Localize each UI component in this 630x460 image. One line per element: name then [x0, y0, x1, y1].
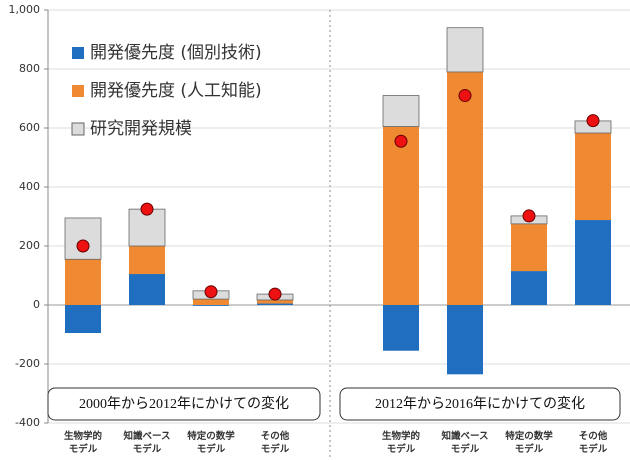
group-label-box [339, 387, 621, 421]
total-marker [522, 209, 536, 223]
y-tick-label: -400 [15, 416, 40, 429]
x-tick-label: その他 モデル [578, 431, 608, 455]
group-label-box [47, 387, 321, 421]
total-marker [586, 114, 600, 128]
bar-segment [257, 299, 293, 304]
group-label: 2000年から2012年にかけての変化 [79, 395, 289, 412]
x-tick-label: 知識ベース モデル [123, 431, 171, 455]
x-tick-label: 知識ベース モデル [441, 431, 489, 455]
total-marker [268, 287, 282, 301]
y-tick-label: 0 [33, 298, 40, 311]
total-marker [458, 89, 472, 103]
total-marker [204, 285, 218, 299]
total-marker [394, 134, 408, 148]
bar-segment [575, 133, 611, 221]
bar-segment [65, 259, 101, 305]
y-tick-label: 400 [19, 180, 40, 193]
bar-segment [511, 223, 547, 272]
bar-segment [383, 305, 419, 351]
y-tick-label: -200 [15, 357, 40, 370]
bar-segment [447, 305, 483, 375]
y-tick-label: 200 [19, 239, 40, 252]
bar-segment [447, 71, 483, 305]
bar-segment [64, 217, 102, 260]
x-tick-label: 特定の数学 モデル [505, 431, 553, 455]
bar-segment [129, 246, 165, 275]
x-tick-label: その他 モデル [260, 431, 290, 455]
bar-segment [193, 299, 229, 305]
bar-segment [129, 274, 165, 305]
legend-swatch [72, 85, 84, 97]
x-tick-label: 生物学的 モデル [381, 431, 420, 455]
legend-swatch [71, 122, 85, 136]
y-tick-label: 600 [19, 121, 40, 134]
total-marker [140, 202, 154, 216]
group-label: 2012年から2016年にかけての変化 [375, 395, 585, 412]
legend-swatch [72, 47, 84, 59]
y-tick-label: 1,000 [9, 3, 41, 16]
bar-segment [257, 303, 293, 305]
bar-segment [575, 220, 611, 305]
bar-segment [446, 27, 484, 73]
bar-segment [193, 305, 229, 306]
bar-segment [383, 126, 419, 306]
x-tick-label: 特定の数学 モデル [187, 431, 235, 455]
total-marker [76, 239, 90, 253]
bar-segment [382, 95, 420, 127]
legend-label: 開発優先度 (人工知能) [90, 81, 262, 101]
x-tick-label: 生物学的 モデル [63, 431, 102, 455]
bar-segment [511, 271, 547, 305]
bar-segment [65, 305, 101, 334]
y-tick-label: 800 [19, 62, 40, 75]
legend-label: 研究開発規模 [90, 119, 192, 139]
legend-label: 開発優先度 (個別技術) [90, 43, 262, 63]
